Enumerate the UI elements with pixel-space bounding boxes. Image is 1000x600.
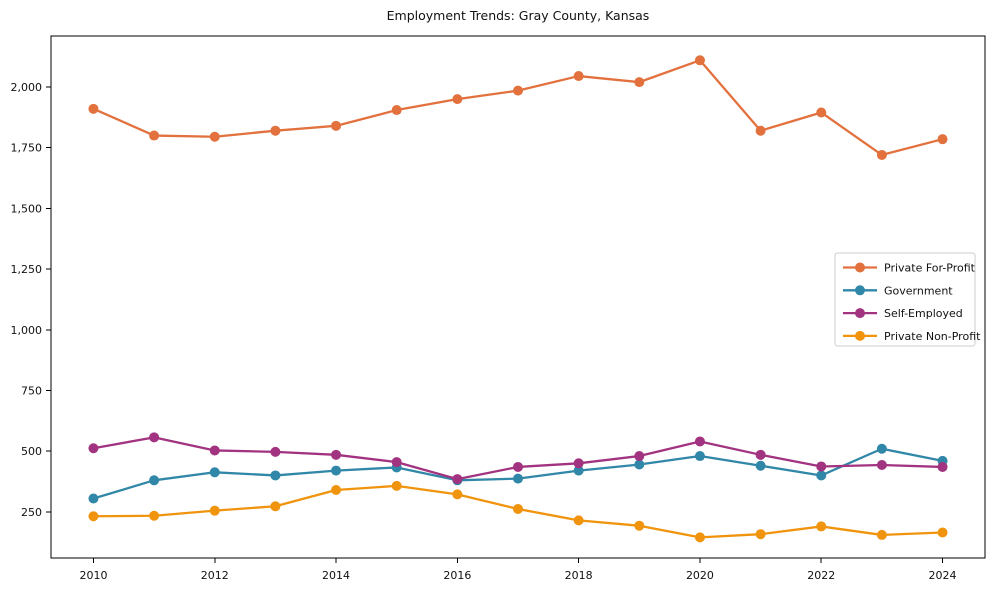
series-private-for-profit: [88, 55, 948, 160]
data-point-marker: [270, 446, 281, 457]
legend-label: Self-Employed: [884, 307, 963, 320]
y-axis: 250 500 750 1,000 1,250 1,500 1,750 2,000: [11, 81, 51, 519]
data-point-marker: [452, 94, 463, 105]
data-point-marker: [937, 527, 948, 538]
legend-item-government: Government: [843, 284, 953, 297]
data-point-marker: [88, 103, 99, 114]
legend-marker: [855, 308, 865, 319]
x-tick-label: 2020: [686, 569, 714, 582]
data-point-marker: [876, 529, 887, 540]
data-point-marker: [573, 71, 584, 82]
data-point-marker: [694, 436, 705, 447]
data-point-marker: [694, 532, 705, 543]
data-point-marker: [634, 77, 645, 88]
data-point-marker: [513, 461, 523, 472]
data-point-marker: [755, 449, 766, 460]
data-point-marker: [331, 449, 342, 460]
data-point-marker: [816, 107, 827, 118]
data-point-marker: [816, 461, 827, 472]
data-point-marker: [270, 470, 281, 481]
data-point-marker: [331, 120, 342, 131]
series-line: [92, 59, 944, 157]
legend-label: Government: [884, 284, 953, 297]
data-point-marker: [88, 493, 99, 504]
x-tick-label: 2016: [443, 569, 471, 582]
data-point-marker: [331, 485, 342, 496]
data-point-marker: [513, 85, 523, 96]
data-point-marker: [634, 459, 645, 470]
data-point-marker: [694, 451, 705, 462]
y-tick-label: 750: [21, 384, 42, 397]
series-private-non-profit: [88, 480, 948, 543]
data-point-marker: [209, 131, 220, 142]
legend-item-private-for-profit: Private For-Profit: [843, 262, 976, 275]
data-point-marker: [391, 480, 402, 491]
y-tick-label: 250: [21, 506, 42, 519]
data-point-marker: [755, 529, 766, 540]
data-point-marker: [634, 520, 645, 531]
data-point-marker: [937, 134, 948, 145]
axes-spines: [50, 35, 986, 559]
data-point-marker: [209, 505, 220, 516]
data-point-marker: [573, 465, 584, 476]
data-point-marker: [270, 125, 281, 136]
data-point-marker: [513, 503, 523, 514]
data-point-marker: [88, 511, 99, 522]
chart-title: Employment Trends: Gray County, Kansas: [386, 8, 650, 23]
data-point-marker: [816, 521, 827, 532]
x-tick-label: 2014: [322, 569, 350, 582]
y-tick-label: 1,750: [11, 142, 43, 155]
legend-item-private-non-profit: Private Non-Profit: [843, 330, 981, 343]
data-point-marker: [391, 457, 402, 468]
data-point-marker: [149, 130, 160, 141]
data-point-marker: [755, 125, 766, 136]
legend-marker: [855, 330, 865, 341]
legend-marker: [855, 262, 865, 273]
data-point-marker: [149, 432, 160, 443]
legend-box: [834, 252, 976, 347]
x-tick-label: 2012: [201, 569, 229, 582]
legend: Private For-Profit Government Self-Employe…: [834, 252, 981, 347]
data-point-marker: [209, 445, 220, 456]
data-point-marker: [876, 460, 887, 471]
legend-item-self-employed: Self-Employed: [843, 307, 963, 320]
legend-label: Private For-Profit: [884, 262, 976, 275]
y-tick-label: 2,000: [11, 81, 43, 94]
legend-label: Private Non-Profit: [884, 330, 981, 343]
x-axis: 2010 2012 2014 2016 2018 2020 2022 2024: [79, 558, 957, 582]
x-tick-label: 2010: [79, 569, 107, 582]
data-point-marker: [209, 467, 220, 478]
data-point-marker: [88, 443, 99, 454]
y-tick-label: 1,000: [11, 324, 43, 337]
x-tick-label: 2022: [807, 569, 835, 582]
data-point-marker: [452, 474, 463, 485]
data-point-marker: [876, 443, 887, 454]
data-point-marker: [270, 501, 281, 512]
data-point-marker: [452, 489, 463, 500]
data-point-marker: [876, 149, 887, 160]
data-point-marker: [149, 510, 160, 521]
data-point-marker: [694, 55, 705, 66]
x-tick-label: 2018: [565, 569, 593, 582]
data-point-marker: [513, 473, 523, 484]
data-point-marker: [816, 470, 827, 481]
y-tick-label: 1,250: [11, 263, 43, 276]
data-point-marker: [391, 105, 402, 116]
x-tick-label: 2024: [929, 569, 957, 582]
y-tick-label: 1,500: [11, 202, 43, 215]
data-point-marker: [573, 458, 584, 469]
legend-marker: [855, 285, 865, 296]
data-point-marker: [755, 460, 766, 471]
y-tick-label: 500: [21, 445, 42, 458]
data-point-marker: [149, 475, 160, 486]
data-point-marker: [331, 465, 342, 476]
data-point-marker: [573, 515, 584, 526]
series-self-employed: [88, 432, 948, 485]
data-point-marker: [634, 451, 645, 462]
data-point-marker: [937, 461, 948, 472]
